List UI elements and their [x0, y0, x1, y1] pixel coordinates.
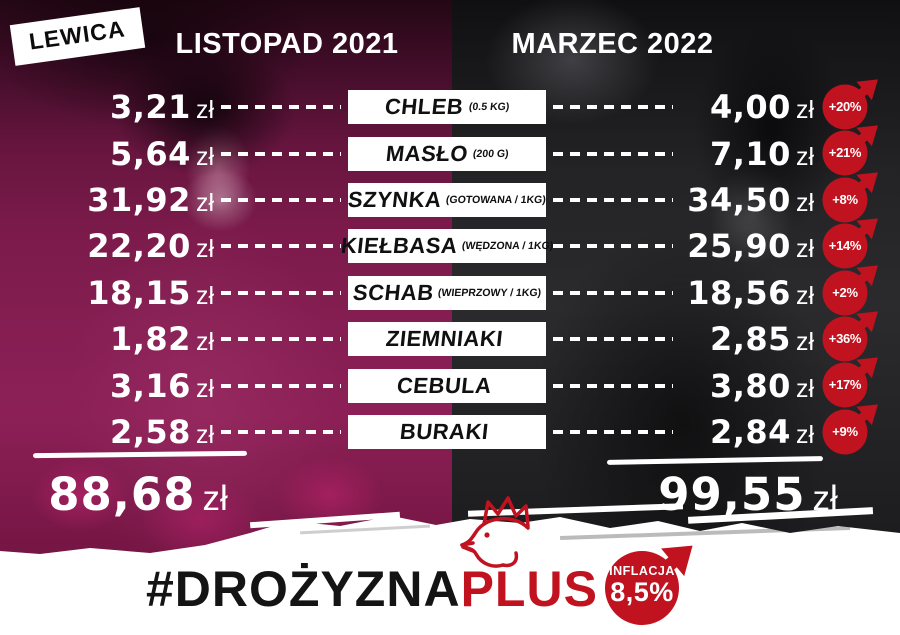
percent-change: +2%	[832, 284, 858, 300]
price-increase-badge: +8%	[820, 177, 900, 223]
hashtag-title: #DROŻYZNAPLUS	[146, 564, 598, 614]
percent-change: +8%	[832, 191, 858, 207]
table-row-cebula: 3,16 zł CEBULA 3,80 zł +17%	[0, 362, 900, 408]
new-price: 2,84 zł	[709, 412, 814, 451]
price-increase-badge: +2%	[820, 270, 900, 316]
dashed-connector	[553, 290, 673, 295]
percent-change: +20%	[828, 99, 862, 114]
price-increase-badge: +20%	[820, 84, 900, 130]
percent-change: +17%	[828, 377, 862, 393]
price-comparison-table: 3,21 zł CHLEB (0.5 KG) 4,00 zł +20% 5,64 zł …	[0, 84, 900, 455]
right-column-header: MARZEC 2022	[511, 28, 714, 60]
dashed-connector	[221, 197, 341, 202]
dashed-connector	[221, 105, 341, 110]
dashed-connector	[553, 151, 673, 156]
dashed-connector	[221, 429, 341, 434]
dashed-connector	[553, 337, 673, 342]
table-row-maslo: 5,64 zł MASŁO (200 G) 7,10 zł +21%	[0, 130, 900, 176]
hashtag-red-part: PLUS	[460, 561, 598, 617]
torn-paper-edge	[0, 503, 900, 635]
dashed-connector	[553, 197, 673, 202]
total-old: 88,68 zł	[48, 468, 228, 521]
old-price: 22,20 zł	[87, 227, 214, 266]
inflation-arrow-icon	[605, 545, 693, 625]
product-label: SZYNKA (GOTOWANA / 1KG)	[347, 182, 547, 217]
eagle-with-crown-icon	[460, 496, 530, 568]
old-price: 3,21 zł	[109, 88, 214, 127]
price-increase-badge: +17%	[820, 362, 900, 408]
product-label: BURAKI	[348, 414, 546, 449]
old-price: 18,15 zł	[87, 273, 214, 312]
table-row-schab: 18,15 zł SCHAB (WIEPRZOWY / 1KG) 18,56 zł +…	[0, 270, 900, 316]
old-price: 31,92 zł	[87, 180, 214, 219]
table-row-kielbasa: 22,20 zł KIEŁBASA (WĘDZONA / 1KG) 25,90 zł …	[0, 223, 900, 269]
price-increase-badge: +9%	[820, 409, 900, 455]
dashed-connector	[221, 151, 341, 156]
product-label: CHLEB (0.5 KG)	[348, 90, 546, 125]
new-price: 25,90 zł	[687, 227, 814, 266]
hashtag-black-part: #DROŻYZNA	[146, 561, 461, 617]
price-increase-badge: +36%	[820, 316, 900, 362]
dashed-connector	[553, 383, 673, 388]
table-row-ziemniaki: 1,82 zł ZIEMNIAKI 2,85 zł +36%	[0, 316, 900, 362]
product-label: CEBULA	[348, 368, 546, 403]
percent-change: +36%	[828, 330, 862, 346]
product-label: ZIEMNIAKI	[348, 322, 546, 357]
product-label: SCHAB (WIEPRZOWY / 1KG)	[348, 275, 546, 310]
lewica-logo-text: LEWICA	[27, 15, 127, 55]
product-label: MASŁO (200 G)	[348, 136, 546, 171]
table-row-buraki: 2,58 zł BURAKI 2,84 zł +9%	[0, 409, 900, 455]
inflation-text: INFLACJA 8,5%	[597, 564, 687, 606]
new-price: 7,10 zł	[709, 134, 814, 173]
percent-change: +9%	[832, 423, 858, 439]
product-label: KIEŁBASA (WĘDZONA / 1KG)	[339, 229, 554, 264]
dashed-connector	[553, 244, 673, 249]
inflation-badge: INFLACJA 8,5%	[597, 524, 707, 628]
dashed-connector	[553, 429, 673, 434]
old-price: 1,82 zł	[109, 320, 214, 359]
table-row-szynka: 31,92 zł SZYNKA (GOTOWANA / 1KG) 34,50 zł +…	[0, 177, 900, 223]
percent-change: +14%	[828, 238, 862, 254]
inflation-value: 8,5%	[610, 577, 674, 607]
new-price: 3,80 zł	[709, 366, 814, 405]
dashed-connector	[221, 337, 341, 342]
new-price: 18,56 zł	[687, 273, 814, 312]
dashed-connector	[553, 105, 673, 110]
new-price: 2,85 zł	[709, 320, 814, 359]
old-price: 5,64 zł	[109, 134, 214, 173]
percent-change: +21%	[828, 145, 862, 161]
old-price: 2,58 zł	[109, 412, 214, 451]
new-price: 34,50 zł	[687, 180, 814, 219]
dashed-connector	[221, 244, 341, 249]
dashed-connector	[221, 290, 341, 295]
inflation-label: INFLACJA	[609, 564, 675, 578]
price-increase-badge: +14%	[820, 223, 900, 269]
table-row-chleb: 3,21 zł CHLEB (0.5 KG) 4,00 zł +20%	[0, 84, 900, 130]
dashed-connector	[221, 383, 341, 388]
left-column-header: LISTOPAD 2021	[175, 28, 399, 60]
new-price: 4,00 zł	[709, 88, 814, 127]
price-increase-badge: +21%	[820, 130, 900, 176]
old-price: 3,16 zł	[109, 366, 214, 405]
